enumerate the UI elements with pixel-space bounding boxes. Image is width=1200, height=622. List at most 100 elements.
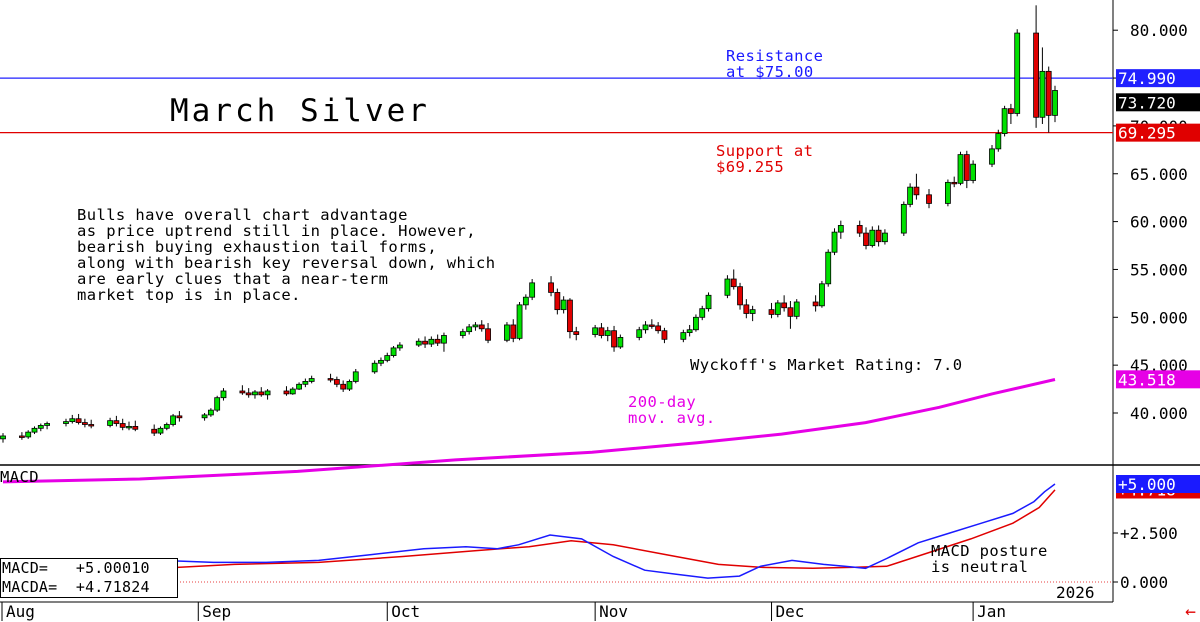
macd-layer — [2, 483, 1056, 581]
candle-body — [37, 425, 44, 429]
market-rating: Wyckoff's Market Rating: 7.0 — [690, 356, 963, 374]
candle-body — [875, 229, 882, 243]
candle — [781, 295, 788, 312]
candle-body — [945, 181, 951, 204]
candle-body — [441, 335, 447, 344]
candle-body — [963, 154, 970, 181]
candle — [485, 323, 491, 344]
candle-body — [415, 340, 422, 346]
date-tick-label: Dec — [776, 602, 805, 621]
resistance-note: Resistance at $75.00 — [726, 47, 824, 81]
candle-body — [724, 278, 731, 296]
candle — [680, 329, 687, 343]
candle — [951, 176, 958, 188]
candle — [831, 228, 838, 256]
macd-tick-label: +2.500 — [1120, 524, 1178, 543]
candle-body — [970, 163, 977, 181]
candle-body — [176, 415, 183, 419]
candle — [963, 150, 970, 189]
candle — [730, 269, 737, 290]
candle-body — [466, 326, 473, 333]
candle-body — [25, 431, 32, 438]
date-tick-label: Sep — [202, 602, 231, 621]
candle-body — [699, 308, 706, 318]
candle — [863, 227, 869, 250]
last-price-box — [1116, 93, 1200, 112]
date-tick-label: Jan — [977, 602, 1006, 621]
candle — [302, 378, 309, 388]
candle — [548, 276, 554, 297]
scroll-left-arrow-icon[interactable]: ← — [1185, 601, 1196, 622]
candle-body — [239, 390, 246, 394]
candle-body — [333, 379, 340, 385]
support-box — [1116, 123, 1200, 142]
price-tick-label: 65.000 — [1130, 165, 1188, 184]
candle — [25, 430, 32, 439]
candle-body — [567, 299, 573, 333]
candle — [705, 292, 712, 312]
candle-body — [611, 330, 617, 348]
candle — [611, 325, 617, 352]
candle-body — [459, 331, 466, 336]
candle-body — [592, 327, 599, 335]
candle — [63, 418, 69, 427]
last-price-label: 73.720 — [1118, 93, 1176, 112]
candle-body — [648, 324, 655, 327]
candle — [768, 302, 775, 319]
resistance-label: 74.990 — [1118, 69, 1176, 88]
candle — [1001, 105, 1008, 137]
candle — [598, 323, 605, 339]
candle-body — [573, 331, 580, 335]
candle — [642, 321, 649, 334]
candle — [743, 299, 750, 319]
support-label: 69.295 — [1118, 124, 1176, 143]
macd-line — [2, 483, 1056, 581]
candle-body — [422, 340, 428, 345]
candle — [1033, 5, 1040, 128]
candle-body — [900, 203, 907, 234]
candle — [875, 225, 882, 247]
candle-body — [957, 154, 964, 184]
candle-body — [81, 422, 88, 425]
candle-body — [485, 328, 491, 341]
candle-body — [258, 391, 265, 396]
date-tick-label: Aug — [6, 602, 35, 621]
candle — [926, 189, 932, 209]
candle — [793, 299, 800, 320]
candle-body — [252, 391, 258, 396]
candle-body — [730, 278, 737, 288]
candle-body — [151, 428, 158, 434]
candle-body — [378, 359, 384, 364]
candle-body — [686, 329, 693, 334]
candle-body — [837, 225, 844, 233]
candle-body — [522, 296, 529, 306]
candle — [428, 336, 435, 347]
candle-body — [825, 251, 832, 285]
candle — [812, 295, 819, 312]
candle-body — [384, 355, 391, 361]
candle-body — [157, 427, 164, 434]
candle-body — [604, 330, 611, 336]
macd-value-box: MACD= +5.00010 MACDA= +4.71824 — [0, 558, 178, 598]
date-tick-label: Nov — [599, 602, 628, 621]
candle — [126, 421, 132, 431]
support-note: Support at $69.255 — [716, 142, 814, 176]
candle-body — [352, 371, 359, 382]
candle-body — [220, 390, 227, 399]
candle-body — [340, 383, 347, 390]
candle — [441, 332, 447, 352]
candle — [907, 183, 914, 208]
candle-body — [396, 344, 403, 349]
candle — [214, 395, 221, 413]
candle-body — [1039, 70, 1046, 118]
candle-body — [774, 302, 781, 315]
macd-tick-label: 0.000 — [1120, 573, 1168, 592]
candle — [459, 328, 466, 339]
candle — [371, 360, 378, 374]
candle-body — [642, 324, 649, 331]
candle — [516, 301, 523, 341]
candle — [617, 334, 624, 349]
candle — [252, 390, 258, 399]
candle-body — [434, 338, 441, 344]
candle — [945, 179, 951, 207]
